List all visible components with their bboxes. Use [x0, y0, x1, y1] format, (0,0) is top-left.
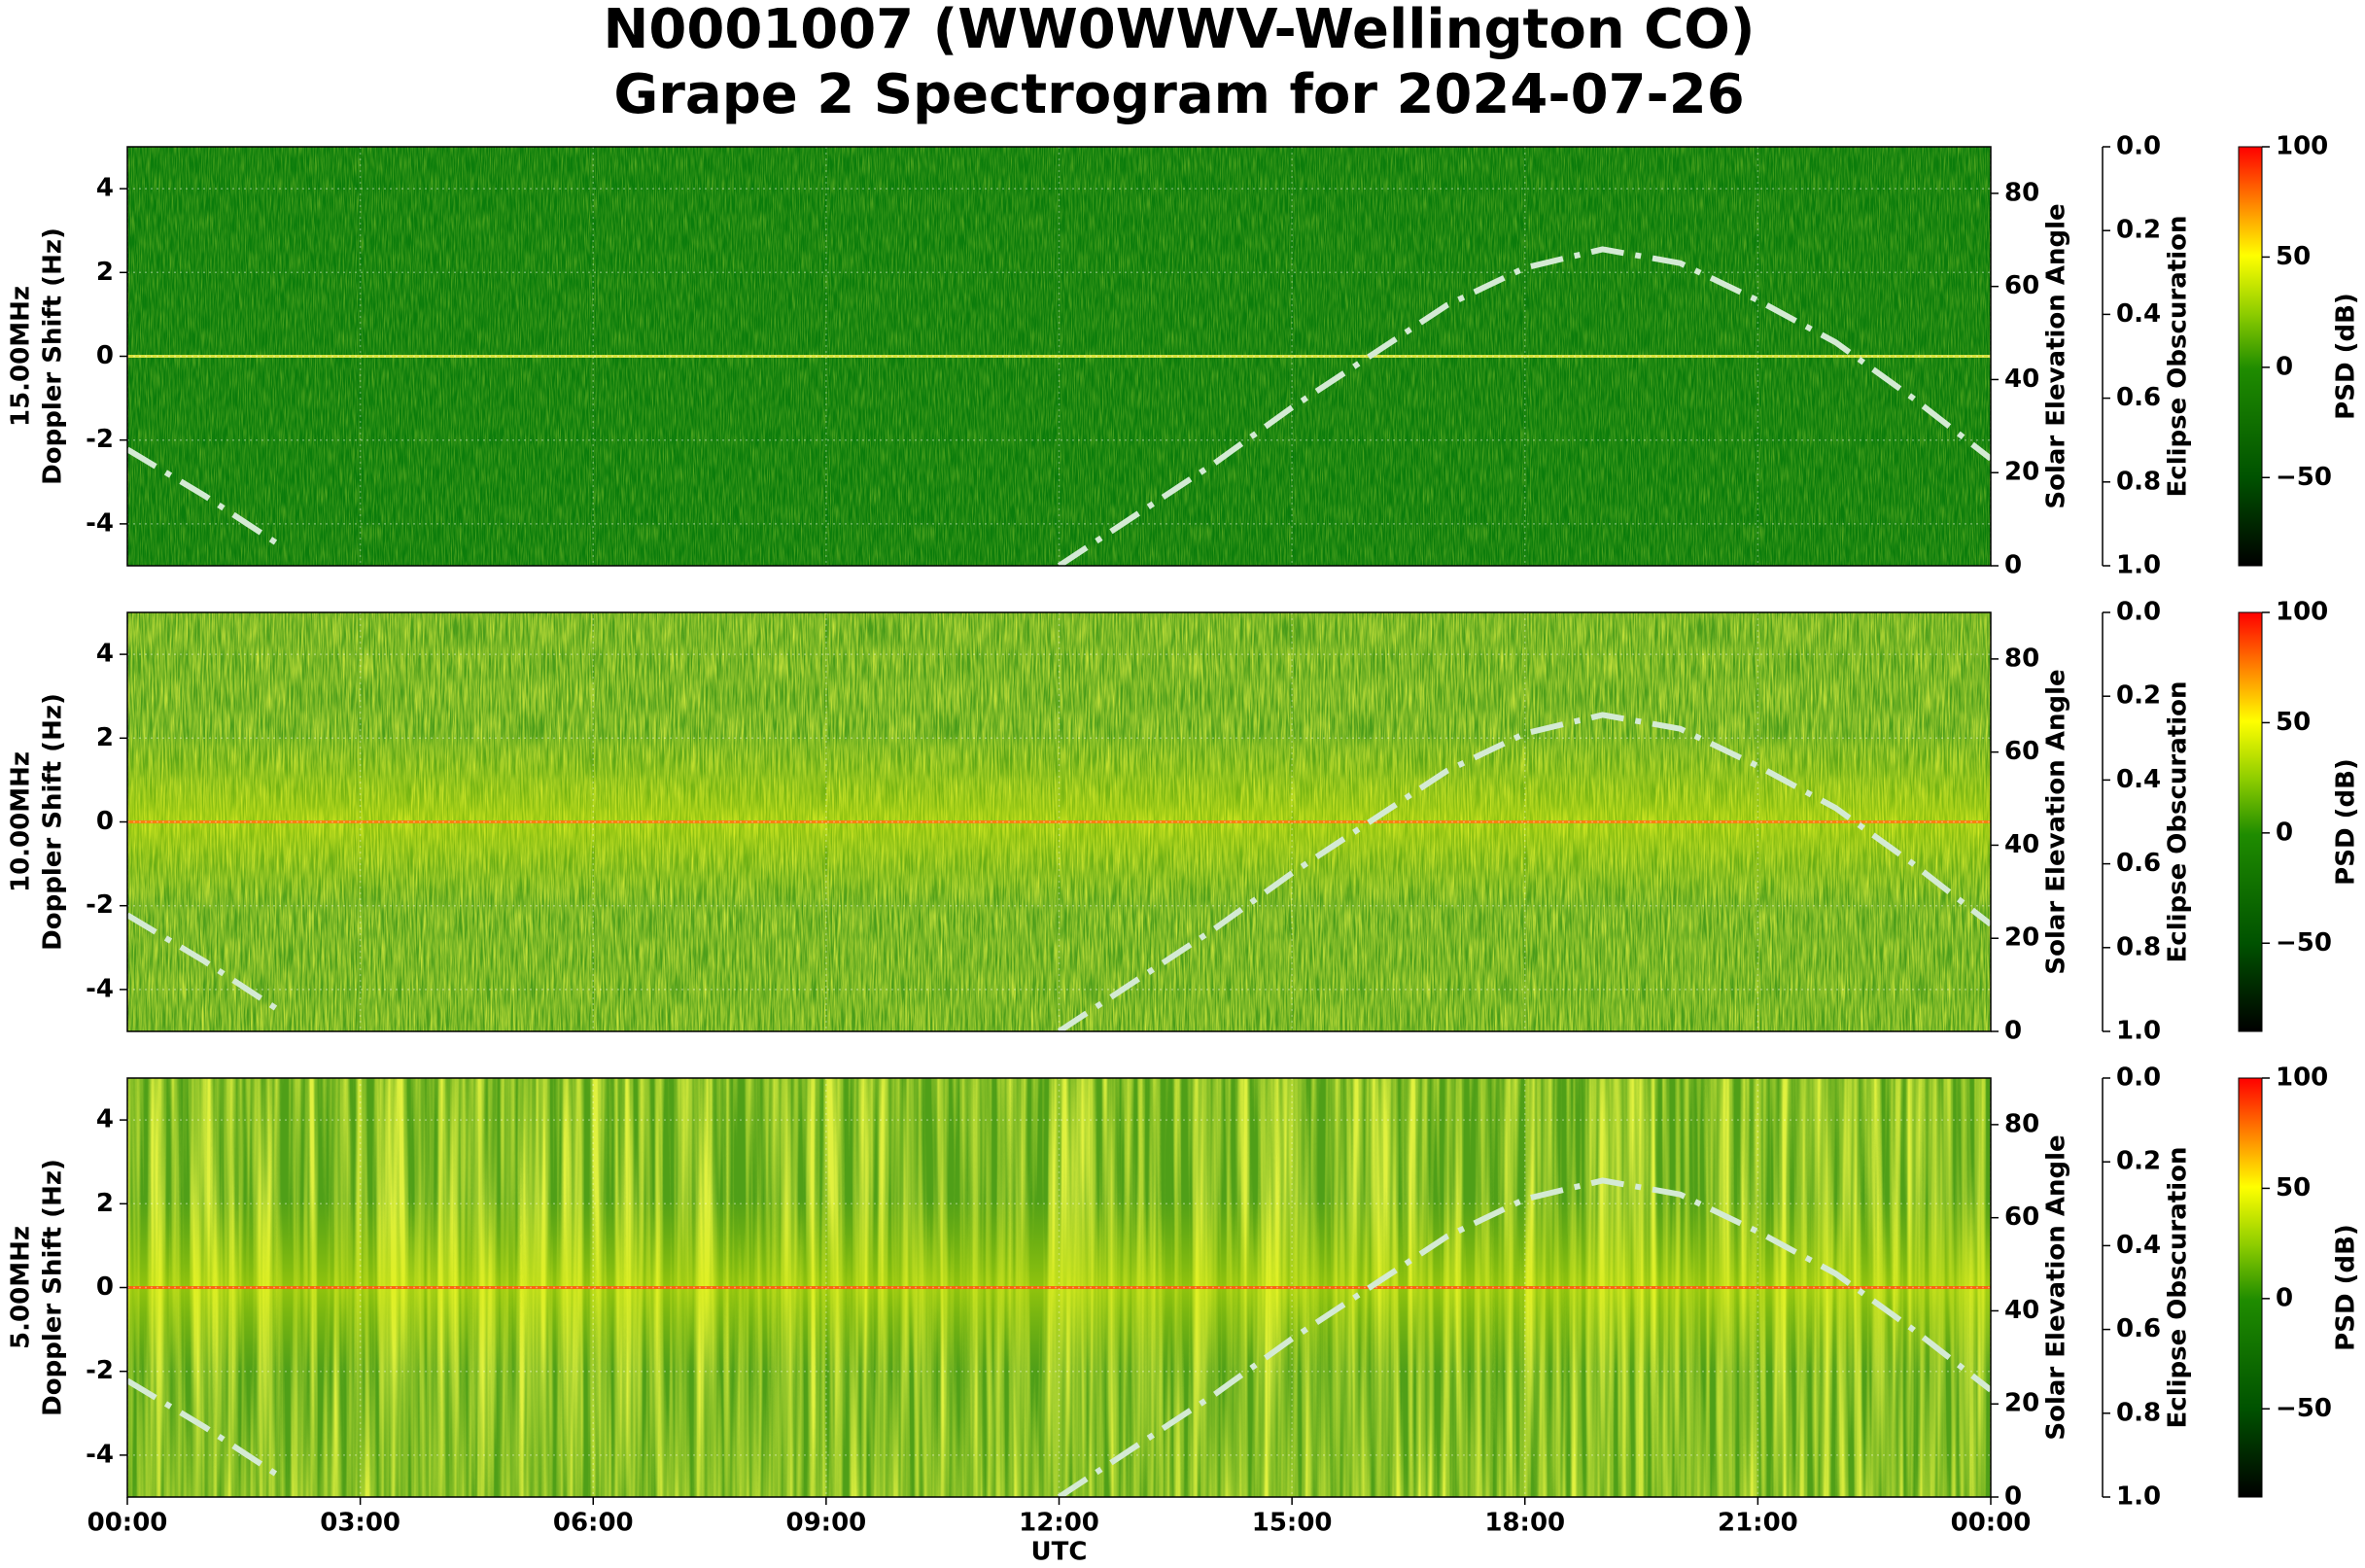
colorbar: [2238, 611, 2263, 1032]
y2-tick-label: 80: [2004, 644, 2039, 673]
y-tick-label: 0: [96, 1272, 114, 1302]
x-tick-label: 15:00: [1252, 1509, 1333, 1538]
y2-tick-label: 0: [2004, 551, 2022, 580]
colorbar-tick-label: 100: [2276, 132, 2328, 161]
y2-tick-label: 0: [2004, 1482, 2022, 1512]
y2-tick-label: 20: [2004, 923, 2039, 953]
eclipse-tick-label: 0.0: [2116, 132, 2161, 161]
y-tick-label: -4: [86, 1440, 114, 1469]
x-tick-label: 12:00: [1019, 1509, 1099, 1538]
colorbar-label: PSD (dB): [2332, 758, 2361, 886]
y2-axis-label: Solar Elevation Angle: [2042, 203, 2071, 508]
y2-tick-label: 20: [2004, 1389, 2039, 1418]
y2-tick-label: 20: [2004, 458, 2039, 487]
colorbar-tick-label: 50: [2276, 1173, 2311, 1202]
colorbar-tick-label: 0: [2276, 818, 2293, 847]
y2-tick-label: 80: [2004, 1109, 2039, 1138]
x-axis-label: UTC: [1031, 1538, 1088, 1567]
y2-tick-label: 80: [2004, 178, 2039, 207]
y-axis-label: 10.00MHz: [7, 751, 36, 892]
y-axis-label: Doppler Shift (Hz): [39, 227, 68, 485]
y2-axis-label: Solar Elevation Angle: [2042, 1134, 2071, 1440]
x-tick-label: 18:00: [1484, 1509, 1565, 1538]
y2-tick-label: 40: [2004, 1296, 2039, 1325]
y2-axis-label: Solar Elevation Angle: [2042, 669, 2071, 974]
eclipse-tick-label: 1.0: [2116, 551, 2161, 580]
eclipse-tick-label: 0.0: [2116, 598, 2161, 627]
eclipse-tick-label: 0.2: [2116, 681, 2161, 711]
y-tick-label: 4: [96, 1105, 114, 1134]
eclipse-tick-label: 1.0: [2116, 1017, 2161, 1046]
colorbar-tick-label: 50: [2276, 708, 2311, 737]
eclipse-tick-label: 0.4: [2116, 765, 2161, 794]
solar-elevation-line: [127, 246, 1991, 566]
x-tick-label: 09:00: [785, 1509, 866, 1538]
y2-tick-label: 60: [2004, 1202, 2039, 1232]
x-tick-label: 21:00: [1718, 1509, 1798, 1538]
colorbar-tick-label: 0: [2276, 1283, 2293, 1312]
eclipse-axis-label: Eclipse Obscuration: [2164, 216, 2193, 498]
eclipse-axis-label: Eclipse Obscuration: [2164, 681, 2193, 963]
eclipse-axis-label: Eclipse Obscuration: [2164, 1147, 2193, 1429]
colorbar-tick-label: −50: [2276, 1394, 2332, 1423]
solar-elevation-line: [127, 1177, 1991, 1497]
title-line: N0001007 (WW0WWV-Wellington CO): [604, 0, 1756, 61]
colorbar-tick-label: −50: [2276, 928, 2332, 958]
eclipse-tick-label: 0.4: [2116, 299, 2161, 329]
colorbar-tick-label: 50: [2276, 242, 2311, 271]
eclipse-tick-label: 0.6: [2116, 849, 2161, 878]
eclipse-tick-label: 0.0: [2116, 1063, 2161, 1093]
x-tick-label: 00:00: [87, 1509, 168, 1538]
solar-elevation-line: [127, 712, 1991, 1031]
y-axis-label: 5.00MHz: [7, 1226, 36, 1349]
y-tick-label: 2: [96, 723, 114, 752]
y-tick-label: -2: [86, 1356, 114, 1385]
y-tick-label: 2: [96, 1189, 114, 1218]
eclipse-tick-label: 0.6: [2116, 1314, 2161, 1343]
eclipse-tick-label: 0.8: [2116, 467, 2161, 496]
y-tick-label: 0: [96, 341, 114, 370]
y2-tick-label: 40: [2004, 365, 2039, 394]
colorbar-tick-label: 100: [2276, 1063, 2328, 1093]
title-line: Grape 2 Spectrogram for 2024-07-26: [613, 63, 1744, 126]
eclipse-tick-label: 0.2: [2116, 216, 2161, 245]
colorbar: [2238, 146, 2263, 567]
y2-tick-label: 0: [2004, 1017, 2022, 1046]
colorbar-tick-label: 0: [2276, 352, 2293, 381]
y-axis-label: Doppler Shift (Hz): [39, 1159, 68, 1416]
eclipse-tick-label: 0.8: [2116, 932, 2161, 961]
y2-tick-label: 60: [2004, 271, 2039, 300]
eclipse-tick-label: 0.2: [2116, 1147, 2161, 1176]
y-tick-label: 4: [96, 174, 114, 203]
eclipse-tick-label: 1.0: [2116, 1482, 2161, 1512]
eclipse-tick-label: 0.6: [2116, 383, 2161, 412]
x-tick-label: 00:00: [1951, 1509, 2032, 1538]
eclipse-tick-label: 0.8: [2116, 1398, 2161, 1427]
colorbar-label: PSD (dB): [2332, 293, 2361, 420]
eclipse-tick-label: 0.4: [2116, 1231, 2161, 1260]
y-tick-label: 0: [96, 807, 114, 836]
colorbar-tick-label: 100: [2276, 598, 2328, 627]
y-tick-label: -4: [86, 974, 114, 1003]
y-axis-label: 15.00MHz: [7, 286, 36, 427]
y-tick-label: 2: [96, 258, 114, 287]
x-tick-label: 03:00: [320, 1509, 400, 1538]
y-axis-label: Doppler Shift (Hz): [39, 693, 68, 951]
x-tick-label: 06:00: [553, 1509, 634, 1538]
y-tick-label: -2: [86, 890, 114, 920]
y-tick-label: 4: [96, 640, 114, 669]
y-tick-label: -4: [86, 508, 114, 538]
colorbar: [2238, 1077, 2263, 1498]
colorbar-tick-label: −50: [2276, 463, 2332, 492]
y2-tick-label: 60: [2004, 737, 2039, 766]
y-tick-label: -2: [86, 425, 114, 454]
colorbar-label: PSD (dB): [2332, 1224, 2361, 1351]
y2-tick-label: 40: [2004, 830, 2039, 859]
